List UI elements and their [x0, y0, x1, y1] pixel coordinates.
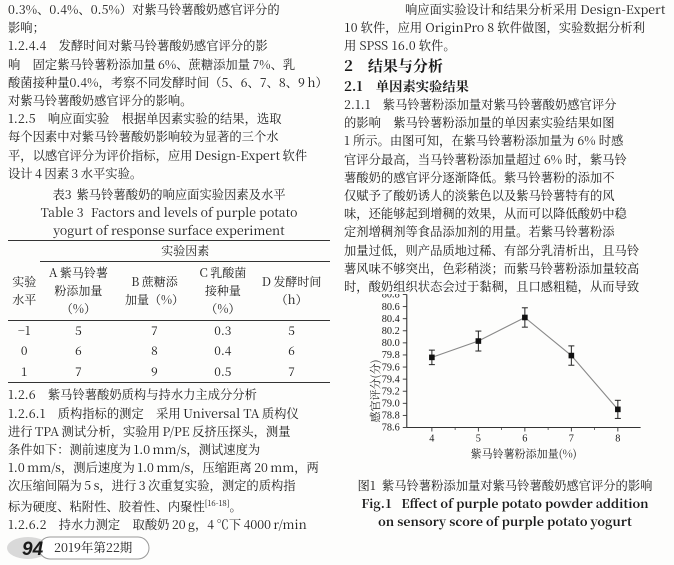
svg-text:感官评分(分): 感官评分(分) — [367, 359, 383, 422]
svg-text:80.0: 80.0 — [382, 338, 400, 349]
svg-text:5: 5 — [476, 434, 481, 445]
svg-text:79.4: 79.4 — [382, 374, 400, 385]
svg-text:79.2: 79.2 — [382, 386, 400, 397]
svg-text:78.8: 78.8 — [382, 411, 400, 422]
svg-text:6: 6 — [522, 434, 527, 445]
svg-text:4: 4 — [429, 434, 434, 445]
svg-text:紫马铃薯粉添加量(%): 紫马铃薯粉添加量(%) — [471, 446, 577, 462]
svg-text:80.8: 80.8 — [382, 294, 400, 301]
svg-text:80.4: 80.4 — [382, 314, 400, 325]
svg-text:94: 94 — [22, 539, 44, 560]
svg-text:78.6: 78.6 — [382, 423, 400, 434]
svg-text:79.6: 79.6 — [382, 362, 400, 373]
svg-text:79.0: 79.0 — [382, 399, 400, 410]
svg-text:80.6: 80.6 — [382, 302, 400, 313]
svg-text:7: 7 — [569, 434, 574, 445]
svg-text:79.8: 79.8 — [382, 350, 400, 361]
svg-text:8: 8 — [615, 434, 620, 445]
svg-text:80.2: 80.2 — [382, 326, 400, 337]
svg-text:2019年第22期: 2019年第22期 — [54, 538, 133, 556]
